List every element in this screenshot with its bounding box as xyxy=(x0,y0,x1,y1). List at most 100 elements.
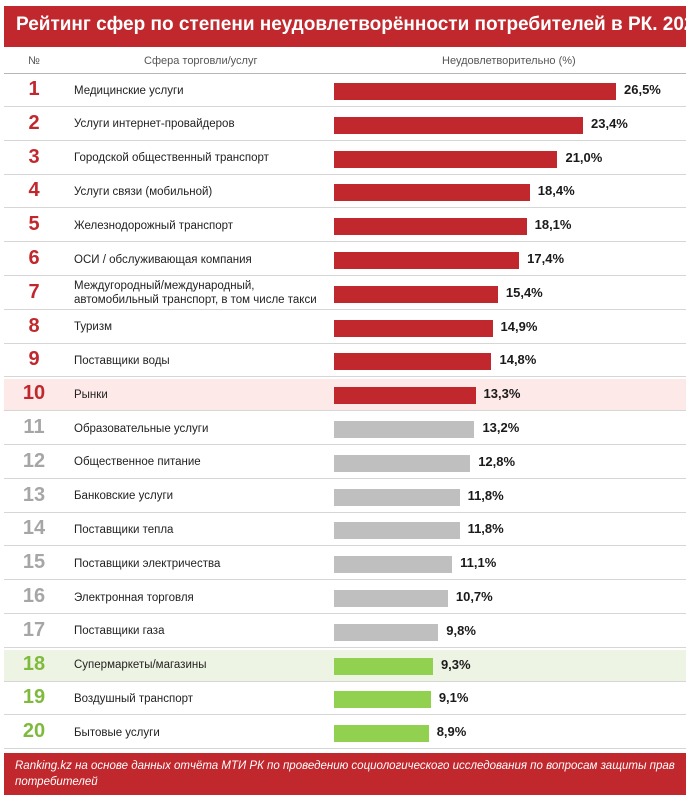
rank-label: 7 xyxy=(28,280,40,303)
chart-row: 4 Услуги связи (мобильной) 18,4% xyxy=(4,176,686,209)
category-label: Междугородный/международный, автомобильн… xyxy=(74,280,317,307)
bar-mark xyxy=(334,116,583,134)
bar-mark xyxy=(334,83,616,100)
bar-mark xyxy=(334,319,493,337)
category-label: Рынки xyxy=(74,388,108,401)
rank-label: 14 xyxy=(22,517,46,540)
chart-row: 8 Туризм 14,9% xyxy=(4,312,686,344)
category-label: Воздушный транспорт xyxy=(74,692,194,705)
category-label: Банковские услуги xyxy=(74,490,174,503)
chart-row: 18 Супермаркеты/магазины 9,3% xyxy=(4,649,686,682)
category-label: Поставщики тепла xyxy=(74,523,174,536)
title-bar: Рейтинг сфер по степени неудовлетворённо… xyxy=(4,6,689,47)
chart-row: 11 Образовательные услуги 13,2% xyxy=(4,413,686,445)
chart-row: 13 Банковские услуги 11,8% xyxy=(4,481,686,513)
rank-label: 13 xyxy=(22,483,46,506)
chart-row: 2 Услуги интернет-провайдеров 23,4% xyxy=(4,109,686,141)
rank-label: 12 xyxy=(22,449,46,472)
value-label: 9,8% xyxy=(446,622,476,638)
category-label: Образовательные услуги xyxy=(74,422,209,435)
bar-mark xyxy=(334,353,492,371)
value-label: 11,8% xyxy=(467,521,504,537)
rank-label: 5 xyxy=(28,213,40,236)
category-label: Поставщики электричества xyxy=(74,557,221,570)
value-label: 23,4% xyxy=(591,115,628,131)
chart-row: 10 Рынки 13,3% xyxy=(4,379,686,412)
category-label: Супермаркеты/магазины xyxy=(74,659,207,672)
chart-row: 5 Железнодорожный транспорт 18,1% xyxy=(4,210,686,243)
rank-label: 20 xyxy=(22,720,46,743)
category-label: ОСИ / обслуживающая компания xyxy=(74,253,252,266)
value-label: 11,8% xyxy=(467,487,504,503)
rank-label: 16 xyxy=(22,585,46,607)
chart-row: 6 ОСИ / обслуживающая компания 17,4% xyxy=(4,244,686,276)
rank-label: 2 xyxy=(28,111,40,134)
bar-mark xyxy=(334,556,453,574)
source-note: Ranking.kz на основе данных отчёта МТИ Р… xyxy=(15,760,675,788)
value-label: 14,9% xyxy=(500,318,538,334)
rank-label: 9 xyxy=(28,348,40,371)
bar-mark xyxy=(334,184,530,202)
value-label: 26,5% xyxy=(624,82,661,97)
chart-row: 19 Воздушный транспорт 9,1% xyxy=(4,683,686,716)
chart-row: 1 Медицинские услуги 26,5% xyxy=(4,75,686,107)
category-label: Общественное питание xyxy=(74,456,201,469)
value-label: 13,2% xyxy=(482,420,520,435)
value-label: 14,8% xyxy=(499,352,537,368)
bar-mark xyxy=(334,657,433,675)
rank-column-header: № xyxy=(28,55,40,67)
bar-mark xyxy=(334,454,471,472)
category-label: Поставщики воды xyxy=(74,354,170,367)
category-label: Туризм xyxy=(74,321,112,334)
value-label: 13,3% xyxy=(483,386,521,402)
category-label: Электронная торговля xyxy=(74,591,194,604)
chart-row: 20 Бытовые услуги 8,9% xyxy=(4,717,686,750)
category-label: Городской общественный транспорт xyxy=(74,152,269,165)
bar-mark xyxy=(334,421,475,438)
rank-label: 3 xyxy=(28,145,40,168)
value-label: 12,8% xyxy=(478,453,516,469)
rank-label: 15 xyxy=(22,551,46,574)
value-label: 10,7% xyxy=(455,589,493,604)
chart-row: 3 Городской общественный транспорт 21,0% xyxy=(4,143,686,175)
chart-row: 16 Электронная торговля 10,7% xyxy=(4,582,686,614)
value-label: 8,9% xyxy=(436,724,467,740)
value-label: 18,1% xyxy=(534,217,572,233)
category-label: Услуги интернет-провайдеров xyxy=(74,118,235,131)
rank-label: 8 xyxy=(28,314,40,337)
bar-mark xyxy=(334,150,558,168)
rank-label: 4 xyxy=(28,179,40,202)
bar-mark xyxy=(334,252,520,269)
value-label: 18,4% xyxy=(537,183,575,199)
footer-bar: Ranking.kz на основе данных отчёта МТИ Р… xyxy=(4,753,686,795)
bar-mark xyxy=(334,387,476,405)
category-label: Медицинские услуги xyxy=(74,84,184,97)
chart-row: 14 Поставщики тепла 11,8% xyxy=(4,514,686,547)
category-label: Бытовые услуги xyxy=(74,726,160,739)
chart-row: 7 Междугородный/международный, автомобиль… xyxy=(4,278,686,310)
column-header-row: № Сфера торговли/услуг Неудовлетворитель… xyxy=(4,51,686,74)
bar-mark xyxy=(334,590,448,607)
value-label: 9,1% xyxy=(438,690,469,706)
rank-label: 18 xyxy=(22,652,46,675)
chart-row: 17 Поставщики газа 9,8% xyxy=(4,616,686,648)
rank-label: 6 xyxy=(28,247,40,269)
category-label: Поставщики газа xyxy=(74,625,165,638)
chart-row: 15 Поставщики электричества 11,1% xyxy=(4,548,686,581)
chart-title: Рейтинг сфер по степени неудовлетворённо… xyxy=(16,14,689,35)
bar-mark xyxy=(334,691,431,709)
rank-label: 19 xyxy=(22,686,46,709)
category-column-header: Сфера торговли/услуг xyxy=(144,55,258,67)
value-label: 15,4% xyxy=(505,284,543,300)
chart-row: 9 Поставщики воды 14,8% xyxy=(4,345,686,378)
bar-mark xyxy=(334,488,460,506)
bar-mark xyxy=(334,218,527,236)
rank-label: 11 xyxy=(23,416,45,438)
rank-label: 10 xyxy=(22,382,46,405)
value-column-header: Неудовлетворительно (%) xyxy=(442,55,576,67)
chart-row: 12 Общественное питание 12,8% xyxy=(4,447,686,479)
bar-mark xyxy=(334,623,439,641)
value-label: 21,0% xyxy=(565,149,603,165)
category-label: Услуги связи (мобильной) xyxy=(74,185,213,198)
value-label: 11,1% xyxy=(460,555,497,571)
